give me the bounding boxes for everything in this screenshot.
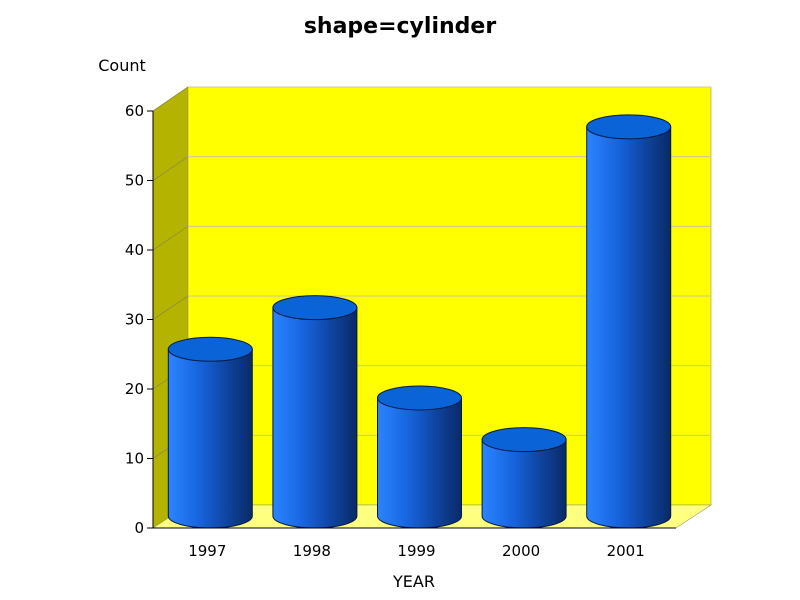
x-tick-label: 1999 xyxy=(397,542,435,560)
bar-1999 xyxy=(377,385,462,529)
x-axis: 1997 1998 1999 2000 2001 xyxy=(153,527,676,560)
y-axis: 0 10 20 30 40 50 60 xyxy=(125,102,154,537)
bar-body xyxy=(272,307,358,529)
x-tick-label: 2000 xyxy=(502,542,540,560)
x-tick-label: 1998 xyxy=(293,542,331,560)
bar-top xyxy=(272,295,358,321)
gridline-side xyxy=(152,295,189,320)
y-tick-label: 0 xyxy=(134,519,144,537)
bar-body xyxy=(167,348,253,529)
y-tick-label: 10 xyxy=(125,450,144,468)
y-tick-label: 50 xyxy=(125,172,144,190)
bar-1998 xyxy=(272,295,358,529)
y-axis-label: Count xyxy=(98,56,146,75)
y-tick-label: 40 xyxy=(125,241,144,259)
bars xyxy=(167,114,672,529)
bar-top xyxy=(377,385,462,411)
y-tick-label: 20 xyxy=(125,380,144,398)
chart-title: shape=cylinder xyxy=(304,14,497,39)
x-axis-label: YEAR xyxy=(392,572,435,591)
y-tick-label: 30 xyxy=(125,311,144,329)
bar-1997 xyxy=(167,336,253,529)
bar-top xyxy=(586,114,672,140)
bar-body xyxy=(377,397,462,529)
bar-2000 xyxy=(481,427,567,529)
x-tick-label: 2001 xyxy=(607,542,645,560)
bar-2001 xyxy=(586,114,672,529)
gridline-side xyxy=(152,86,189,112)
bar-top xyxy=(167,336,253,362)
x-tick-label: 1997 xyxy=(188,542,226,560)
y-tick-label: 60 xyxy=(125,102,144,120)
bar-body xyxy=(481,439,567,529)
bar-body xyxy=(586,126,672,529)
bar-top xyxy=(481,427,567,453)
gridline-side xyxy=(152,156,189,181)
gridline-side xyxy=(152,226,189,251)
